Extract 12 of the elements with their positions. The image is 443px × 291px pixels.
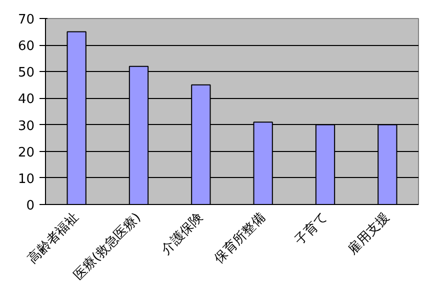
x-tick-label: 子育て	[292, 209, 331, 248]
y-tick-label: 40	[18, 92, 35, 108]
y-tick-label: 0	[26, 198, 35, 214]
x-tick-label: 雇用支援	[344, 209, 393, 258]
y-tick-label: 60	[18, 39, 35, 54]
y-tick-label: 50	[18, 66, 35, 81]
y-tick-label: 30	[18, 118, 35, 134]
x-tick-label: 介護保険	[158, 210, 206, 258]
y-tick-label: 20	[18, 145, 35, 160]
y-tick-label: 10	[18, 172, 35, 187]
x-tick-label: 保育所整備	[211, 209, 268, 267]
y-tick-label: 70	[18, 12, 35, 28]
